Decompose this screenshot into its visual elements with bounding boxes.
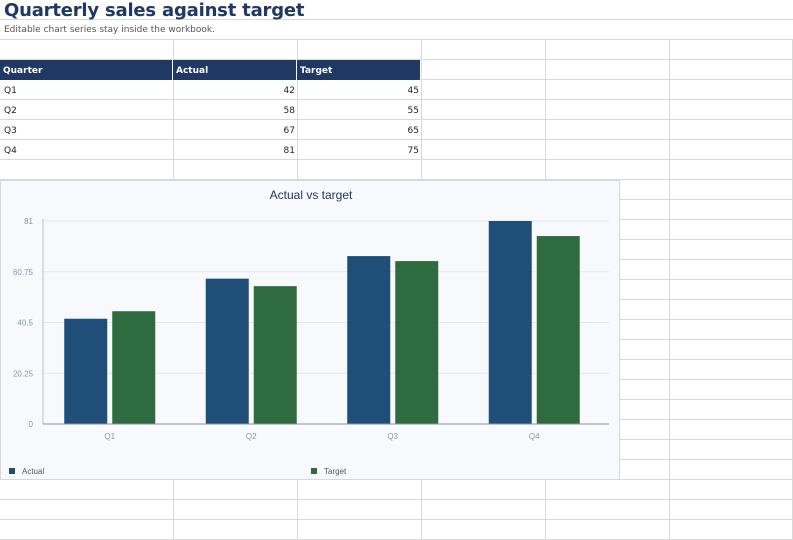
bar-actual-q4 xyxy=(488,221,532,424)
table-cell-actual[interactable]: 81 xyxy=(283,146,295,156)
y-tick-label: 60.75 xyxy=(13,268,34,277)
embedded-chart[interactable]: Actual vs target 0 20.25 40.5 60.75 81 Q1 Q2 Q3… xyxy=(0,180,620,480)
x-tick-label: Q1 xyxy=(104,432,115,441)
row-gridline xyxy=(0,139,793,140)
table-cell-target[interactable]: 75 xyxy=(407,146,419,156)
row-gridline xyxy=(0,499,793,500)
bar-target-q4 xyxy=(536,236,580,424)
table-cell-actual[interactable]: 58 xyxy=(283,106,295,116)
row-gridline xyxy=(0,519,793,520)
header-cell-actual[interactable]: Actual xyxy=(173,60,297,80)
legend-swatch-actual xyxy=(9,468,15,474)
chart-title: Actual vs target xyxy=(270,188,353,202)
bar-chart: Actual vs target 0 20.25 40.5 60.75 81 Q1 Q2 Q3… xyxy=(9,188,609,476)
row-gridline xyxy=(0,119,793,120)
bar-target-q1 xyxy=(112,311,156,424)
table-cell-quarter[interactable]: Q4 xyxy=(4,146,17,156)
row-gridline xyxy=(0,59,793,60)
row-gridline xyxy=(0,99,793,100)
column-gridline xyxy=(669,40,670,540)
table-cell-actual[interactable]: 67 xyxy=(283,126,295,136)
table-cell-target[interactable]: 55 xyxy=(407,106,419,116)
row-gridline xyxy=(0,159,793,160)
row-gridline xyxy=(0,19,793,20)
y-tick-label: 20.25 xyxy=(13,369,34,378)
row-gridline xyxy=(0,179,793,180)
x-tick-label: Q3 xyxy=(387,432,398,441)
x-tick-label: Q4 xyxy=(529,432,540,441)
bar-actual-q3 xyxy=(347,256,391,424)
bar-target-q3 xyxy=(395,261,439,424)
sheet-title: Quarterly sales against target xyxy=(4,0,305,21)
table-cell-target[interactable]: 65 xyxy=(407,126,419,136)
legend-swatch-target xyxy=(311,468,317,474)
bar-actual-q2 xyxy=(205,278,249,424)
table-cell-quarter[interactable]: Q1 xyxy=(4,86,17,96)
table-cell-actual[interactable]: 42 xyxy=(283,86,295,96)
bar-actual-q1 xyxy=(64,318,108,424)
legend-label-target: Target xyxy=(324,467,347,476)
y-tick-label: 40.5 xyxy=(17,319,33,328)
header-cell-target[interactable]: Target xyxy=(297,60,421,80)
y-tick-label: 0 xyxy=(29,420,34,429)
table-cell-target[interactable]: 45 xyxy=(407,86,419,96)
y-tick-label: 81 xyxy=(24,217,33,226)
sheet-subtitle: Editable chart series stay inside the wo… xyxy=(4,25,215,35)
header-cell-quarter[interactable]: Quarter xyxy=(0,60,173,80)
x-tick-label: Q2 xyxy=(246,432,257,441)
table-cell-quarter[interactable]: Q2 xyxy=(4,106,17,116)
table-cell-quarter[interactable]: Q3 xyxy=(4,126,17,136)
legend-label-actual: Actual xyxy=(22,467,44,476)
row-gridline xyxy=(0,39,793,40)
bar-target-q2 xyxy=(253,286,297,424)
